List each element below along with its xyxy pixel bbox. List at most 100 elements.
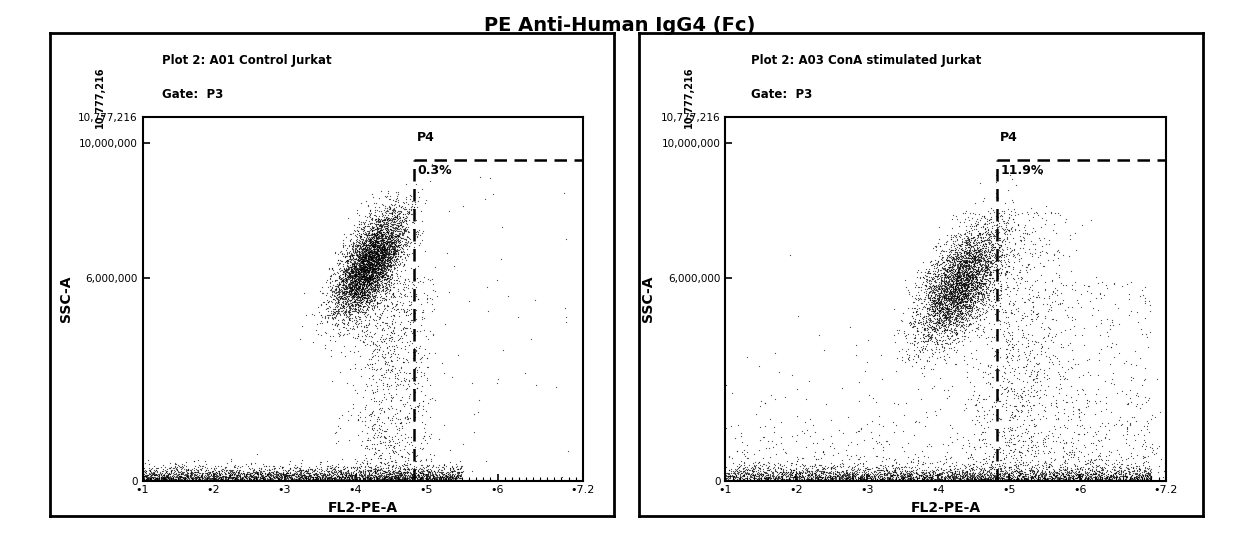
Point (955, 475, 975, 483)
Point (321, 320, 341, 329)
Point (450, 473, 470, 482)
Point (1024, 475, 1044, 484)
Point (391, 419, 410, 428)
Point (768, 475, 787, 483)
Point (355, 416, 374, 425)
Point (334, 278, 353, 287)
Point (329, 307, 348, 315)
Point (1025, 248, 1045, 257)
Point (1075, 424, 1095, 432)
Point (990, 443, 1009, 451)
Point (904, 346, 924, 355)
Point (1128, 392, 1148, 400)
Point (360, 262, 379, 271)
Point (355, 268, 374, 276)
Point (216, 472, 236, 481)
Point (203, 476, 223, 484)
Point (949, 263, 968, 272)
Point (921, 332, 941, 341)
Point (947, 287, 967, 296)
Point (398, 465, 418, 473)
Point (392, 470, 412, 478)
Point (905, 450, 925, 458)
Point (800, 472, 820, 481)
Point (343, 269, 363, 278)
Point (937, 309, 957, 318)
Point (901, 338, 921, 347)
Point (947, 294, 967, 302)
Point (362, 218, 382, 227)
Point (355, 293, 374, 301)
Point (371, 475, 391, 483)
Point (397, 398, 417, 407)
Point (967, 297, 987, 306)
Point (945, 276, 965, 285)
Point (345, 281, 365, 290)
Point (858, 465, 878, 473)
Point (374, 222, 394, 230)
Point (1017, 229, 1037, 238)
Point (983, 473, 1003, 482)
Point (372, 236, 392, 245)
Point (383, 274, 403, 282)
Point (956, 286, 976, 294)
Point (765, 460, 785, 469)
Point (936, 288, 956, 296)
Point (346, 295, 366, 304)
Point (393, 465, 413, 473)
Point (320, 472, 340, 481)
Point (998, 349, 1018, 357)
Point (750, 464, 770, 473)
Point (1137, 476, 1157, 484)
Point (386, 251, 405, 260)
Point (343, 286, 363, 295)
Point (376, 237, 396, 245)
Point (360, 258, 379, 267)
Point (967, 258, 987, 267)
Point (319, 298, 339, 307)
Point (942, 253, 962, 262)
Point (994, 434, 1014, 443)
Point (367, 271, 387, 280)
Point (1137, 475, 1157, 483)
Point (1138, 296, 1158, 305)
Point (926, 273, 946, 281)
Point (945, 325, 965, 334)
Point (942, 292, 962, 300)
Point (973, 295, 993, 304)
Point (976, 394, 996, 403)
Point (341, 279, 361, 288)
Point (1027, 370, 1047, 378)
Point (352, 277, 372, 286)
Point (955, 462, 975, 470)
Point (1056, 476, 1076, 485)
Point (188, 468, 208, 477)
Point (185, 473, 205, 482)
Point (372, 261, 392, 269)
Point (407, 233, 427, 242)
Point (340, 289, 360, 298)
Point (379, 244, 399, 252)
Point (367, 257, 387, 266)
Point (939, 314, 959, 323)
Point (923, 345, 942, 354)
Point (932, 286, 952, 294)
Point (370, 260, 389, 269)
Point (981, 258, 1001, 267)
Point (1141, 476, 1161, 484)
Point (393, 329, 413, 337)
Point (348, 267, 368, 275)
Point (155, 469, 175, 478)
Point (999, 257, 1019, 266)
Point (207, 473, 227, 482)
Point (443, 470, 463, 479)
Point (372, 286, 392, 294)
Point (1065, 469, 1085, 478)
Point (449, 476, 469, 485)
Point (1047, 470, 1066, 479)
Point (402, 199, 422, 208)
Point (991, 211, 1011, 220)
Point (417, 462, 436, 470)
Point (738, 473, 758, 482)
Point (924, 282, 944, 291)
